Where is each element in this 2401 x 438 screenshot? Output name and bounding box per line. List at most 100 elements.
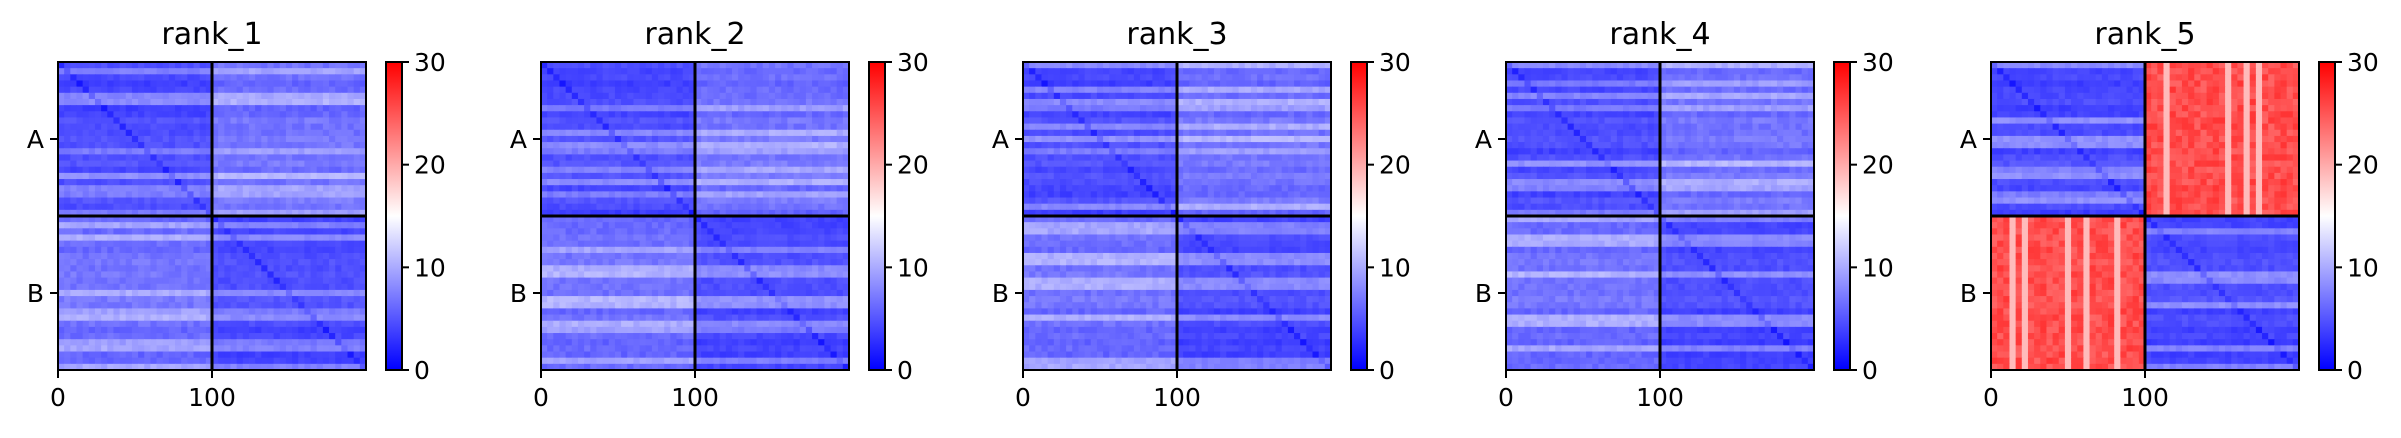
heatmap-cell xyxy=(608,357,616,365)
heatmap-cell xyxy=(353,160,361,168)
heatmap-cell xyxy=(688,283,696,291)
heatmap-cell xyxy=(175,271,182,279)
heatmap-cell xyxy=(602,308,610,316)
heatmap-cell xyxy=(138,154,145,162)
heatmap-cell xyxy=(359,74,367,82)
heatmap-cell xyxy=(725,98,733,106)
heatmap-cell xyxy=(633,339,641,346)
heatmap-cell xyxy=(639,259,647,266)
heatmap-cell xyxy=(602,246,610,254)
heatmap-cell xyxy=(359,351,367,359)
heatmap-cell xyxy=(261,314,269,322)
heatmap-cell xyxy=(682,271,690,279)
heatmap-cell xyxy=(824,123,832,131)
heatmap-cell xyxy=(175,246,182,254)
heatmap-cell xyxy=(725,252,733,260)
heatmap-cell xyxy=(341,160,349,168)
heatmap-cell xyxy=(768,166,776,174)
heatmap-cell xyxy=(347,92,355,100)
heatmap-cell xyxy=(836,80,844,88)
heatmap-cell xyxy=(830,62,838,69)
heatmap-cell xyxy=(836,117,844,125)
heatmap-cell xyxy=(805,129,813,137)
heatmap-cell xyxy=(781,123,788,131)
heatmap-cell xyxy=(224,265,232,273)
heatmap-cell xyxy=(750,160,758,168)
heatmap-cell xyxy=(58,259,65,266)
heatmap-cell xyxy=(125,363,133,371)
heatmap-cell xyxy=(756,271,764,279)
heatmap-cell xyxy=(738,62,745,69)
heatmap-cell xyxy=(725,142,733,149)
heatmap-cell xyxy=(113,135,121,143)
heatmap-cell xyxy=(347,197,355,205)
heatmap-cell xyxy=(138,283,145,291)
heatmap-cell xyxy=(707,308,715,316)
heatmap-cell xyxy=(602,314,610,322)
heatmap-cell xyxy=(781,86,788,94)
heatmap-cell xyxy=(541,289,548,297)
heatmap-cell xyxy=(175,166,182,174)
heatmap-cell xyxy=(144,302,151,309)
heatmap-cell xyxy=(322,271,330,279)
heatmap-cell xyxy=(627,123,634,131)
heatmap-cell xyxy=(236,166,244,174)
heatmap-cell xyxy=(347,135,355,143)
heatmap-cell xyxy=(261,289,269,297)
heatmap-cell xyxy=(187,277,195,285)
heatmap-cell xyxy=(230,80,238,88)
heatmap-cell xyxy=(571,68,579,75)
heatmap-cell xyxy=(553,296,561,303)
heatmap-cell xyxy=(218,129,225,137)
heatmap-cell xyxy=(64,166,71,174)
heatmap-cell xyxy=(335,345,342,353)
heatmap-cell xyxy=(571,86,579,94)
heatmap-cell xyxy=(193,252,201,260)
heatmap-cell xyxy=(818,277,825,285)
heatmap-cell xyxy=(316,86,324,94)
heatmap-cell xyxy=(205,166,213,174)
heatmap-cell xyxy=(88,135,96,143)
heatmap-cell xyxy=(304,135,312,143)
heatmap-cell xyxy=(664,74,671,82)
heatmap-cell xyxy=(651,326,659,334)
heatmap-cell xyxy=(230,74,238,82)
heatmap-cell xyxy=(658,296,665,303)
heatmap-cell xyxy=(547,289,554,297)
heatmap-cell xyxy=(824,351,832,359)
heatmap-cell xyxy=(70,326,78,334)
heatmap-cell xyxy=(738,228,745,236)
heatmap-cell xyxy=(162,80,170,88)
heatmap-cell xyxy=(119,172,127,180)
heatmap-cell xyxy=(559,123,567,131)
heatmap-cell xyxy=(113,320,121,328)
heatmap-cell xyxy=(205,228,213,236)
heatmap-cell xyxy=(218,216,225,223)
heatmap-cell xyxy=(682,62,690,69)
heatmap-cell xyxy=(88,179,96,186)
heatmap-cell xyxy=(818,326,825,334)
heatmap-cell xyxy=(731,345,739,353)
heatmap-cell xyxy=(101,259,108,266)
heatmap-cell xyxy=(162,314,170,322)
heatmap-cell xyxy=(156,222,164,229)
heatmap-cell xyxy=(744,172,752,180)
heatmap-cell xyxy=(577,222,585,229)
heatmap-cell xyxy=(261,234,269,242)
heatmap-cell xyxy=(125,326,133,334)
heatmap-cell xyxy=(255,209,262,217)
heatmap-cell xyxy=(224,111,232,119)
heatmap-cell xyxy=(707,265,715,273)
heatmap-cell xyxy=(156,357,164,365)
heatmap-cell xyxy=(719,172,727,180)
heatmap-cell xyxy=(651,203,659,211)
heatmap-cell xyxy=(292,228,299,236)
heatmap-cell xyxy=(670,259,678,266)
heatmap-cell xyxy=(310,129,318,137)
heatmap-cell xyxy=(805,62,813,69)
heatmap-cell xyxy=(131,345,139,353)
heatmap-cell xyxy=(181,357,188,365)
heatmap-cell xyxy=(596,363,604,371)
heatmap-cell xyxy=(242,222,250,229)
heatmap-cell xyxy=(824,62,832,69)
